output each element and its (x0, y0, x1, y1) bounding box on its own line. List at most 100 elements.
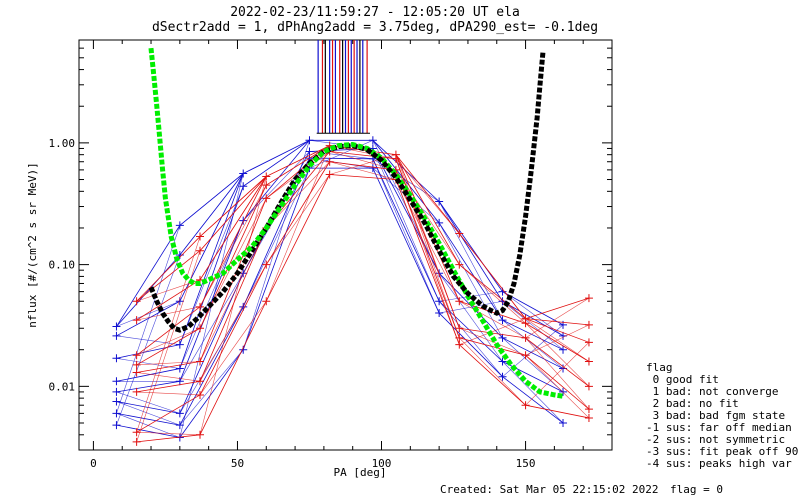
series-segment (395, 158, 460, 234)
series-segment (395, 154, 460, 265)
legend-entry: -4 sus: peaks high var (646, 457, 792, 470)
series-segment (136, 394, 201, 433)
data-point-marker (305, 147, 314, 156)
series-segment (136, 361, 201, 373)
y-tick-label: 0.01 (49, 380, 76, 393)
data-point-marker (455, 229, 464, 238)
series-segment (329, 161, 396, 171)
series-segment (242, 139, 310, 187)
x-axis-label: PA [deg] (334, 466, 387, 479)
series-segment (179, 186, 244, 345)
data-point-marker (175, 221, 184, 230)
series-segment (116, 344, 180, 359)
series-segment (136, 279, 201, 321)
data-point-marker (455, 340, 464, 349)
data-point-marker (196, 357, 205, 366)
series-segment (136, 236, 201, 433)
series-segment (329, 174, 396, 180)
series-segment (199, 301, 267, 435)
series-segment (438, 312, 503, 377)
series-segment (438, 301, 503, 377)
series-segment (395, 154, 460, 234)
data-series-lines (112, 136, 593, 446)
series-segment (459, 337, 526, 356)
series-segment (136, 306, 201, 321)
series-segment (458, 233, 526, 319)
series-segment (438, 201, 503, 302)
data-point-marker (262, 297, 271, 306)
data-point-marker (498, 372, 507, 381)
series-segment (372, 148, 440, 302)
series-segment (136, 431, 201, 436)
data-point-marker (196, 324, 205, 333)
series-segment (459, 318, 526, 345)
series-segment (136, 380, 201, 393)
series-segment (265, 161, 330, 265)
legend-entry: -1 sus: far off median (646, 421, 792, 434)
series-segment (502, 337, 564, 369)
data-point-marker (112, 387, 121, 396)
data-point-marker (435, 197, 444, 206)
x-axis: 0 50 100 150 (90, 40, 584, 470)
series-segment (525, 354, 590, 410)
data-point-marker (112, 377, 121, 386)
data-point-marker (132, 387, 141, 396)
series-segment (372, 167, 440, 314)
y-tick-label: 1.00 (49, 137, 76, 150)
series-segment (199, 227, 267, 362)
data-point-marker (559, 345, 568, 354)
legend-entry: -3 sus: fit peak off 90 (646, 445, 798, 458)
legend-title: flag (646, 361, 673, 374)
data-point-marker (112, 331, 121, 340)
series-segment (179, 173, 244, 226)
series-segment (116, 254, 181, 327)
series-segment (116, 380, 180, 393)
series-segment (502, 376, 564, 424)
data-point-marker (239, 182, 248, 191)
series-segment (179, 306, 244, 426)
data-point-marker (325, 170, 334, 179)
data-point-marker (175, 340, 184, 349)
data-point-marker (521, 333, 530, 342)
series-segment (266, 174, 330, 265)
data-point-marker (521, 351, 530, 360)
plot-area: 0 50 100 150 0.01 0.10 1.00 (49, 39, 613, 470)
series-segment (459, 264, 526, 319)
data-point-marker (239, 216, 248, 225)
data-point-marker (435, 309, 444, 318)
data-point-marker (196, 430, 205, 439)
series-segment (199, 176, 267, 281)
footer-created: Created: Sat Mar 05 22:15:02 2022 (440, 483, 659, 496)
data-point-marker (112, 421, 121, 430)
data-point-marker (196, 232, 205, 241)
legend-entry: 0 good fit (646, 373, 719, 386)
series-segment (116, 225, 181, 327)
series-segment (116, 412, 180, 426)
series-segment (116, 368, 180, 382)
series-segment (525, 404, 590, 419)
series-segment (266, 145, 330, 186)
data-point-marker (584, 338, 593, 347)
series-segment (199, 184, 267, 307)
data-point-marker (262, 260, 271, 269)
data-point-marker (521, 401, 530, 410)
series-segment (459, 337, 526, 406)
data-point-marker (196, 377, 205, 386)
series-segment (179, 173, 244, 256)
series-segment (502, 300, 564, 337)
footer-flag: flag = 0 (670, 483, 723, 496)
series-segment (459, 264, 526, 324)
series-segment (116, 391, 180, 414)
legend-entry: 1 bad: not converge (646, 385, 778, 398)
series-segment (116, 300, 180, 327)
series-segment (438, 201, 503, 292)
data-point-marker (112, 409, 121, 418)
series-segment (266, 161, 330, 229)
series-segment (502, 361, 564, 424)
data-point-marker (584, 405, 593, 414)
series-segment (459, 344, 526, 406)
data-point-marker (196, 302, 205, 311)
fit-curve (148, 47, 564, 399)
series-segment (116, 401, 180, 426)
y-axis: 0.01 0.10 1.00 (49, 39, 612, 451)
